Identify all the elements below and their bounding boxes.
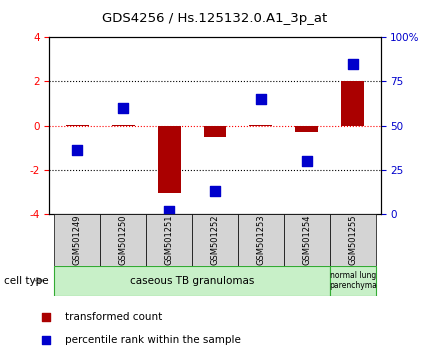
Bar xyxy=(65,125,89,126)
Bar xyxy=(192,214,238,266)
Point xyxy=(42,337,49,343)
Text: GSM501250: GSM501250 xyxy=(119,215,128,265)
Text: GSM501255: GSM501255 xyxy=(348,215,357,265)
Point xyxy=(42,314,49,320)
Bar xyxy=(54,214,100,266)
Text: normal lung
parenchyma: normal lung parenchyma xyxy=(329,271,377,290)
Point xyxy=(304,158,310,164)
Text: caseous TB granulomas: caseous TB granulomas xyxy=(130,275,254,286)
Bar xyxy=(238,214,284,266)
Bar xyxy=(249,125,273,126)
Text: GDS4256 / Hs.125132.0.A1_3p_at: GDS4256 / Hs.125132.0.A1_3p_at xyxy=(102,12,328,25)
Bar xyxy=(330,266,376,296)
Bar xyxy=(330,214,376,266)
Point xyxy=(258,96,264,102)
Text: transformed count: transformed count xyxy=(64,312,162,322)
Point xyxy=(350,61,356,67)
Point xyxy=(212,188,218,194)
Bar xyxy=(203,126,227,137)
Text: GSM501251: GSM501251 xyxy=(165,215,174,265)
Bar xyxy=(100,214,146,266)
Text: percentile rank within the sample: percentile rank within the sample xyxy=(64,335,240,346)
Bar xyxy=(295,126,319,132)
Bar xyxy=(146,214,192,266)
Bar xyxy=(341,81,365,126)
Bar xyxy=(54,266,330,296)
Point xyxy=(120,105,126,111)
Bar xyxy=(157,126,181,193)
Bar xyxy=(284,214,330,266)
Text: cell type: cell type xyxy=(4,275,49,286)
Text: GSM501253: GSM501253 xyxy=(256,215,265,265)
Bar xyxy=(111,125,135,126)
Text: GSM501252: GSM501252 xyxy=(211,215,219,265)
Point xyxy=(74,148,80,153)
Text: GSM501254: GSM501254 xyxy=(302,215,311,265)
Text: GSM501249: GSM501249 xyxy=(73,215,82,265)
Point xyxy=(166,208,172,213)
